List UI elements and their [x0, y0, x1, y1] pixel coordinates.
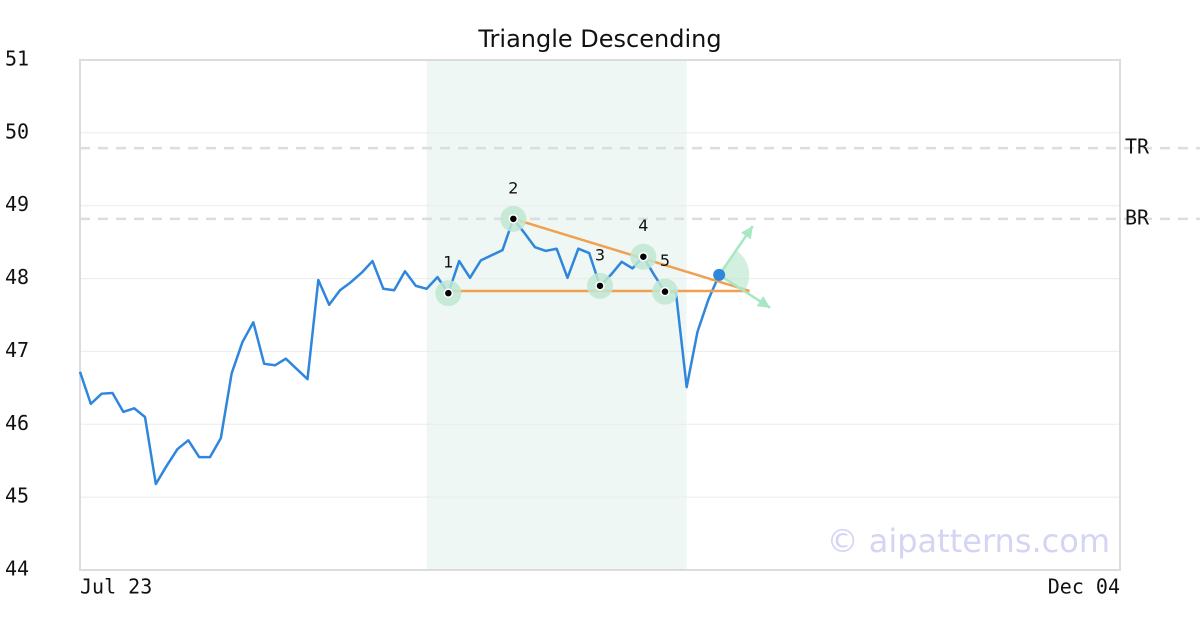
- arrow-head: [741, 226, 753, 240]
- y-tick-label: 49: [5, 192, 29, 216]
- price-line: [78, 217, 721, 486]
- pivot-label: 2: [508, 178, 518, 197]
- y-tick-label: 48: [5, 265, 29, 289]
- level-label: BR: [1125, 205, 1150, 229]
- pivot-label: 1: [443, 253, 453, 272]
- projection-wedge: [719, 250, 750, 292]
- level-label: TR: [1125, 135, 1150, 159]
- arrow-head: [756, 296, 771, 308]
- pivot-point: [638, 251, 649, 262]
- pivot-point: [660, 286, 670, 297]
- x-tick-label: Dec 04: [1048, 575, 1120, 599]
- y-tick-label: 46: [5, 411, 29, 435]
- pivot-label: 3: [595, 245, 605, 264]
- y-tick-label: 51: [5, 47, 29, 71]
- y-tick-label: 50: [5, 119, 29, 143]
- pivot-label: 4: [638, 216, 648, 235]
- plot-frame: [79, 59, 1121, 571]
- pivot-point: [508, 214, 519, 224]
- watermark: © aipatterns.com: [827, 522, 1110, 560]
- breakout-point: [713, 268, 726, 281]
- y-tick-label: 45: [5, 484, 29, 508]
- chart-title: Triangle Descending: [477, 25, 721, 53]
- y-tick-label: 44: [5, 557, 29, 581]
- pivot-point: [595, 281, 605, 291]
- pivot-point: [443, 288, 454, 298]
- x-tick-label: Jul 23: [80, 575, 152, 599]
- pattern-range: [426, 60, 687, 570]
- pivot-label: 5: [660, 251, 670, 270]
- y-tick-label: 47: [5, 338, 29, 362]
